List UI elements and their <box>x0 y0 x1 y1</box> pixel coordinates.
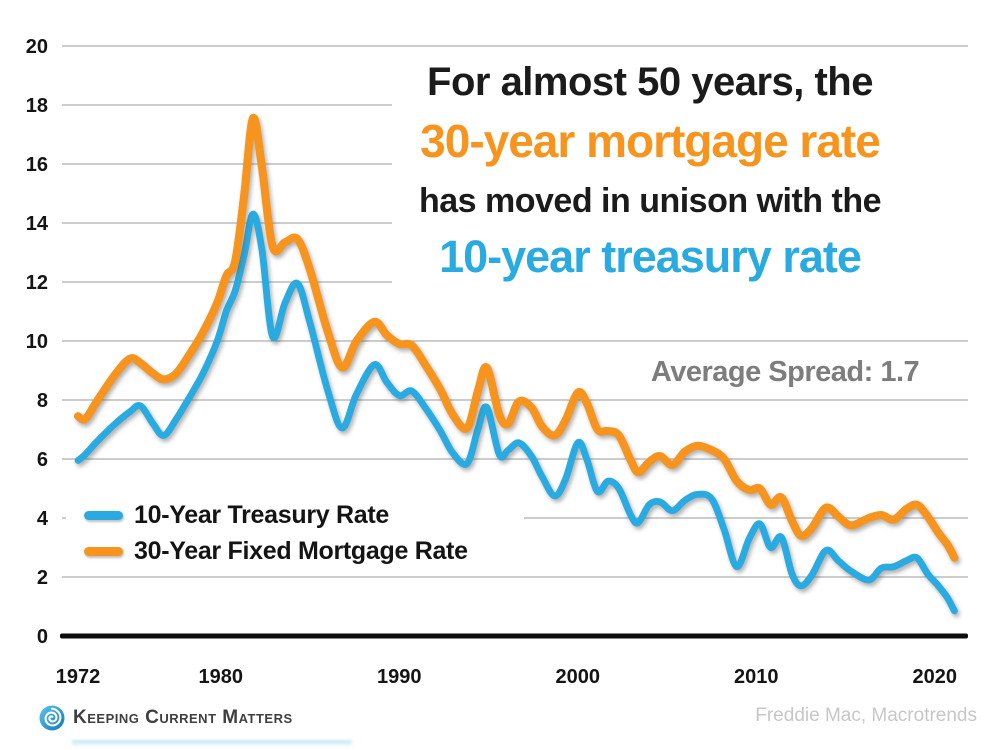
y-axis-label: 14 <box>26 213 49 235</box>
treasury-rate-line <box>74 210 958 615</box>
y-axis-label: 8 <box>37 390 48 412</box>
y-axis-label: 0 <box>37 626 48 648</box>
x-axis <box>60 633 968 639</box>
legend-row-mortgage: 30-Year Fixed Mortgage Rate <box>66 533 524 569</box>
x-axis-label: 1980 <box>199 666 244 688</box>
title-line-4-treasury: 10-year treasury rate <box>439 231 862 282</box>
y-axis-label: 6 <box>37 449 48 471</box>
title-backdrop <box>392 56 968 310</box>
title-line-3: has moved in unison with the <box>418 182 882 220</box>
treasury-line-swatch <box>84 510 123 520</box>
average-spread-annotation: Average Spread: 1.7 <box>650 356 920 388</box>
y-axis-label: 18 <box>26 95 48 117</box>
kcm-swirl-logo-icon <box>39 705 65 731</box>
y-axis-label: 16 <box>26 154 48 176</box>
legend-label-treasury: 10-Year Treasury Rate <box>134 500 389 529</box>
title-line-1: For almost 50 years, the <box>427 60 873 104</box>
chart-title: For almost 50 years, the 30-year mortgag… <box>388 62 912 279</box>
legend-label-mortgage: 30-Year Fixed Mortgage Rate <box>134 536 468 565</box>
x-axis-label: 2010 <box>734 666 779 688</box>
brand-reflection <box>72 740 352 747</box>
brand-wordmark: Keeping Current Matters <box>73 707 293 728</box>
y-axis-label: 12 <box>26 272 48 294</box>
y-axis-label: 10 <box>26 331 48 353</box>
x-axis-label: 2020 <box>913 666 958 688</box>
title-line-2-mortgage: 30-year mortgage rate <box>420 115 881 167</box>
data-source-credit: Freddie Mac, Macrotrends <box>755 705 977 726</box>
chart-legend: 10-Year Treasury Rate 30-Year Fixed Mort… <box>66 492 524 574</box>
y-axis-label: 2 <box>37 567 48 589</box>
mortgage-line-swatch <box>84 546 123 556</box>
x-axis-label: 1972 <box>56 666 101 688</box>
mortgage-rate-line <box>74 114 959 562</box>
x-axis-label: 1990 <box>377 666 422 688</box>
x-axis-label: 2000 <box>556 666 601 688</box>
y-axis-label: 4 <box>37 508 49 530</box>
legend-row-treasury: 10-Year Treasury Rate <box>66 497 524 533</box>
y-axis-label: 20 <box>26 36 48 58</box>
